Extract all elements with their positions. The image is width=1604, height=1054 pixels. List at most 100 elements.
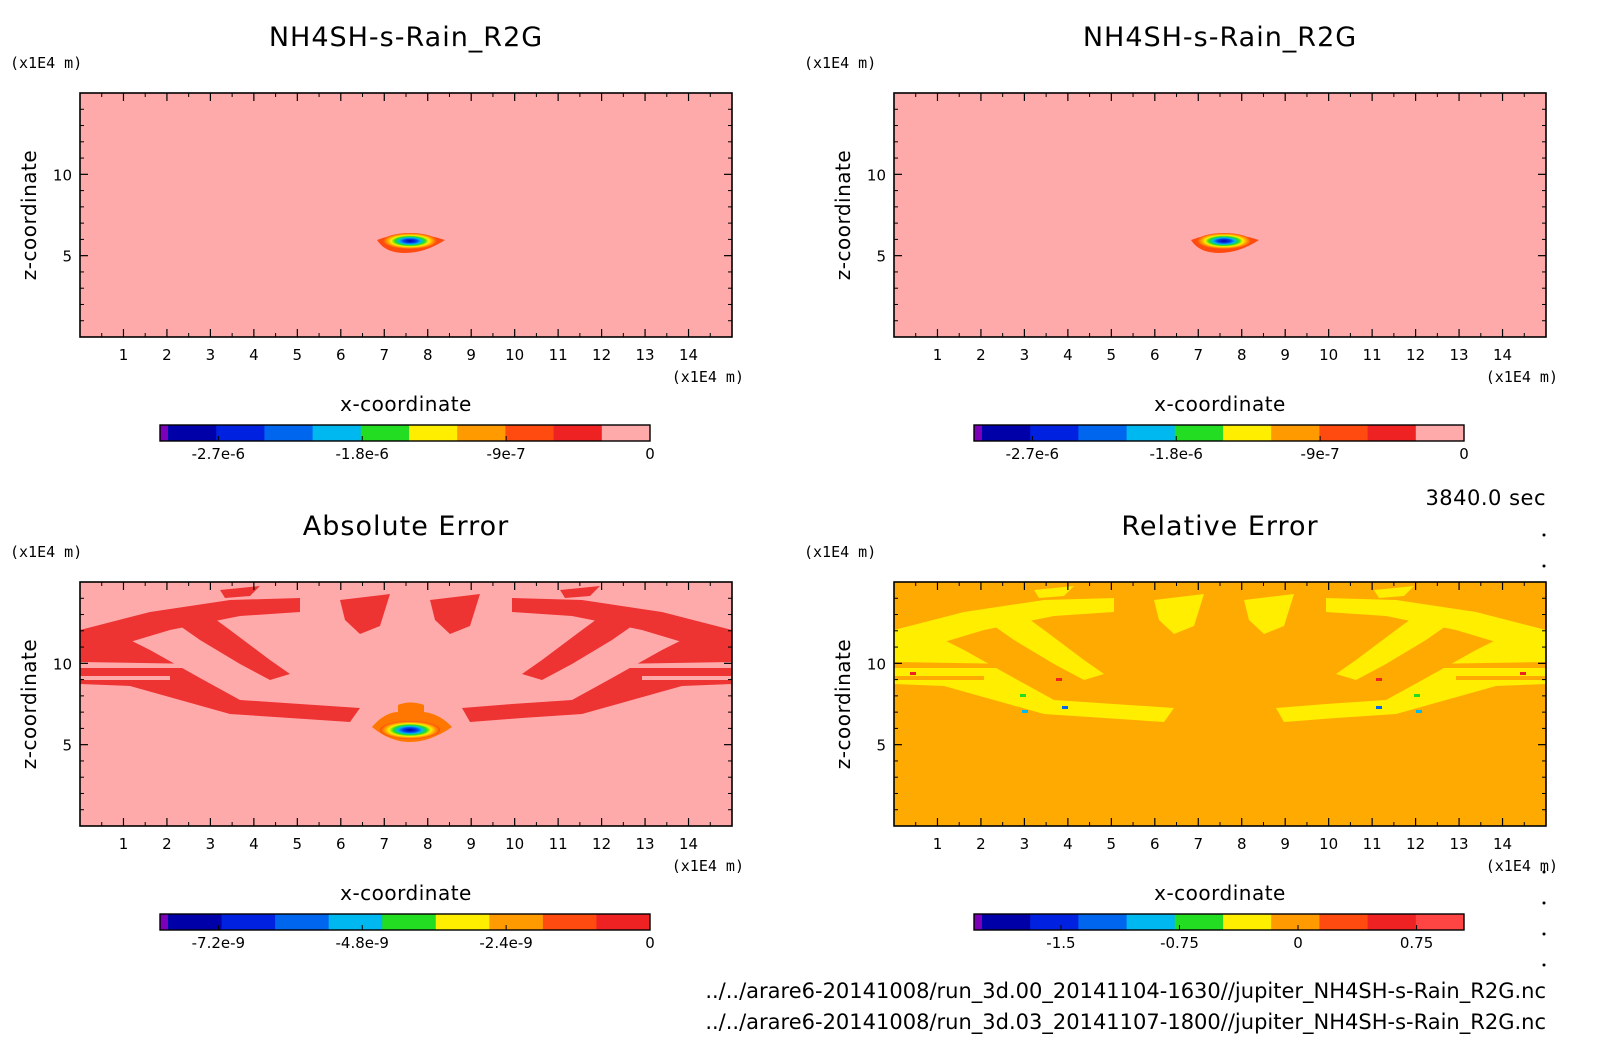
x-tick-label: 12 (1406, 346, 1425, 364)
colorbar-segment (360, 425, 410, 441)
colorbar-label: -0.75 (1160, 934, 1199, 952)
colorbar-segment (982, 914, 1031, 930)
speck (1520, 672, 1526, 675)
colorbar-label: -2.7e-6 (192, 445, 245, 463)
field-features (372, 702, 452, 742)
panel-bottom-left: Absolute Error (x1E4 m) 1 2 3 4 5 6 7 8 9 10 11 12 1… (10, 511, 744, 952)
panel-bottom-right: Relative Error (x1E4 m) (804, 511, 1558, 952)
band-right-gap (612, 662, 732, 668)
y-tick-label: 5 (876, 737, 886, 755)
y-tick-label: 10 (867, 655, 886, 673)
panel-title: NH4SH-s-Rain_R2G (1083, 22, 1357, 53)
colorbar: -2.7e-6 -1.8e-6 -9e-7 0 (159, 424, 655, 463)
y-axis-label: z-coordinate (17, 639, 41, 769)
colorbar-segment (601, 425, 651, 441)
x-tick-label: 3 (206, 835, 216, 853)
band-right-gap (642, 676, 732, 680)
plot-area (80, 93, 732, 337)
x-tick-label: 4 (1063, 346, 1073, 364)
band-left-gap (80, 662, 200, 668)
x-tick-label: 8 (1237, 346, 1247, 364)
time-label: 3840.0 sec (1425, 486, 1546, 510)
x-tick-label: 1 (933, 835, 943, 853)
x-tick-label: 12 (592, 346, 611, 364)
x-tick-label: 9 (1280, 346, 1290, 364)
x-tick-label: 11 (549, 346, 568, 364)
panel-top-right: NH4SH-s-Rain_R2G (x1E4 m) 1 2 3 4 5 6 7 8 9 10 11 1… (804, 22, 1558, 463)
speck (1416, 710, 1422, 713)
x-unit-label: (x1E4 m) (1486, 857, 1558, 875)
band-left-fleck (220, 586, 260, 598)
band-right-main (1276, 640, 1546, 722)
y-tick-label: 5 (876, 248, 886, 266)
y-unit-label: (x1E4 m) (804, 54, 876, 72)
panel-title: Relative Error (1121, 511, 1318, 542)
error-bands (894, 586, 1546, 722)
colorbar-segment (382, 914, 437, 930)
band-right-top (1244, 594, 1294, 634)
colorbar-segment (1174, 425, 1224, 441)
band-left-fleck (1034, 586, 1074, 598)
band-right-main (462, 640, 732, 722)
colorbar-label: -1.8e-6 (1150, 445, 1203, 463)
colorbar-segment (1367, 425, 1417, 441)
colorbar-segment (1078, 425, 1128, 441)
speck (1020, 694, 1026, 697)
x-tick-label: 5 (1107, 346, 1117, 364)
x-tick-label: 9 (466, 346, 476, 364)
band-right-top (430, 594, 480, 634)
colorbar-border (159, 424, 651, 442)
x-tick-label: 14 (1493, 346, 1512, 364)
band-right-inner (1336, 608, 1466, 680)
feature-blob (380, 721, 440, 739)
speck (1414, 694, 1420, 697)
colorbar-border (159, 913, 651, 931)
y-axis-label: z-coordinate (831, 150, 855, 280)
colorbar-segment (275, 914, 330, 930)
y-unit-label: (x1E4 m) (804, 543, 876, 561)
x-tick-label: 9 (466, 835, 476, 853)
edge-dot (1542, 963, 1546, 967)
colorbar-label: -4.8e-9 (336, 934, 389, 952)
panel-top-left: NH4SH-s-Rain_R2G (x1E4 m) 1 2 3 4 5 6 7 8 9 10 11 1… (10, 22, 744, 463)
colorbar-segment (1223, 425, 1272, 441)
error-specks (910, 672, 1526, 713)
x-axis-label: x-coordinate (340, 881, 472, 905)
band-left-gap (894, 662, 1014, 668)
x-tick-label: 8 (423, 835, 433, 853)
x-tick-label: 13 (636, 835, 655, 853)
band-left-top (340, 594, 390, 634)
colorbar-segment (264, 425, 314, 441)
colorbar-segment (596, 914, 651, 930)
colorbar-segment (168, 914, 223, 930)
colorbar-segment (1271, 425, 1320, 441)
colorbar-segment (1319, 914, 1369, 930)
edge-dot (1542, 870, 1546, 874)
colorbar-border (973, 424, 1465, 442)
colorbar-label: 0.75 (1400, 934, 1433, 952)
band-left-inner (974, 608, 1104, 680)
x-tick-label: 5 (293, 835, 303, 853)
band-right-fleck (1374, 586, 1414, 598)
x-tick-label: 10 (1319, 346, 1338, 364)
x-tick-label: 10 (505, 346, 524, 364)
colorbar-segment (168, 425, 217, 441)
x-tick-label: 6 (336, 346, 346, 364)
colorbar-label: -2.7e-6 (1006, 445, 1059, 463)
colorbar-segment (1126, 914, 1176, 930)
x-axis-label: x-coordinate (1154, 392, 1286, 416)
x-tick-label: 13 (1450, 835, 1469, 853)
colorbar-segment (1223, 914, 1272, 930)
colorbar-segment (435, 914, 490, 930)
field-features (377, 233, 445, 253)
x-tick-label: 10 (1319, 835, 1338, 853)
colorbar: -7.2e-9 -4.8e-9 -2.4e-9 0 (159, 913, 655, 952)
band-right-gap (1456, 676, 1546, 680)
colorbar-segment (1367, 914, 1417, 930)
x-tick-label: 5 (293, 346, 303, 364)
band-right-inner (522, 608, 652, 680)
speck (1062, 706, 1068, 709)
colorbar-segment (1030, 914, 1079, 930)
